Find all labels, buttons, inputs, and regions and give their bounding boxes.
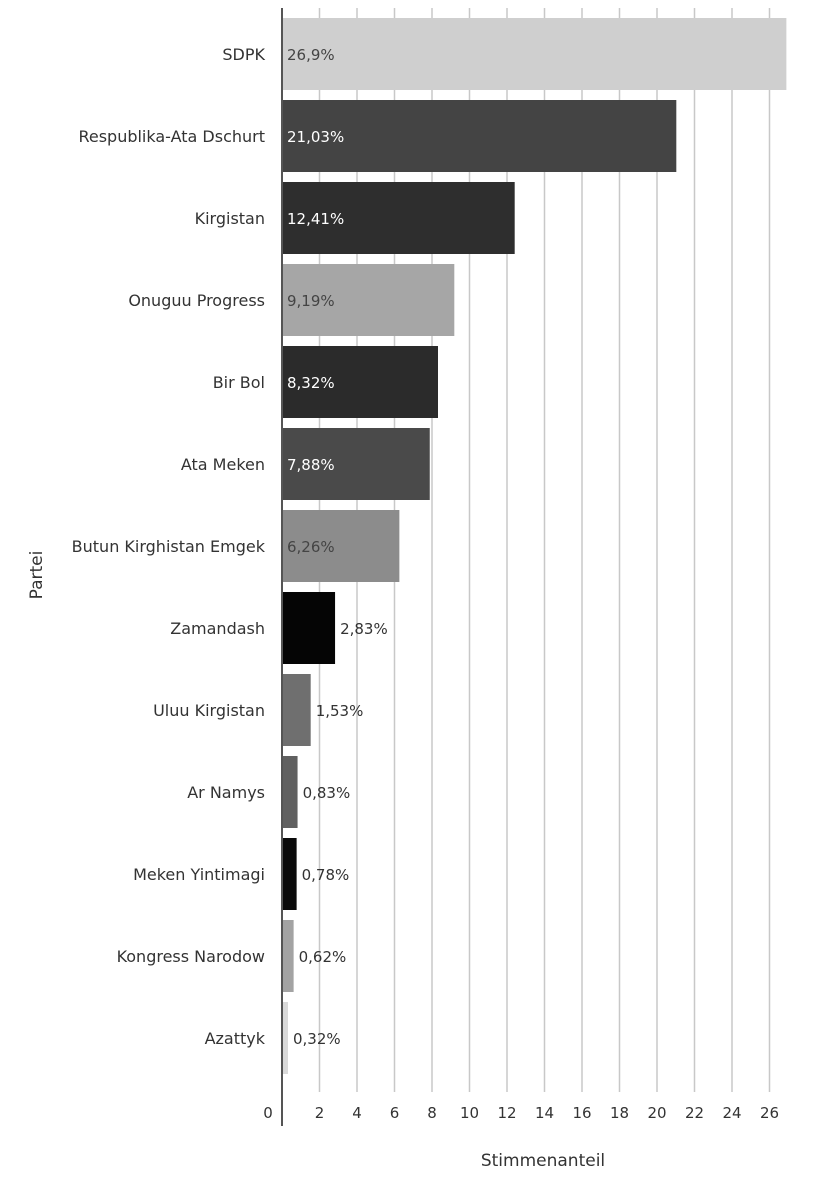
- tick-label-4: 4: [352, 1104, 362, 1122]
- data-label-10: 0,78%: [302, 866, 350, 884]
- tick-label-18: 18: [610, 1104, 629, 1122]
- data-label-8: 1,53%: [316, 702, 364, 720]
- category-label-0: SDPK: [222, 45, 265, 64]
- data-label-4: 8,32%: [287, 374, 335, 392]
- bar-1: [282, 100, 677, 172]
- tick-label-26: 26: [760, 1104, 779, 1122]
- x-tick-labels: 0 2 4 6 8 10 12 14 16 18 20 22 24 26: [263, 1104, 779, 1122]
- category-label-1: Respublika-Ata Dschurt: [78, 127, 265, 146]
- category-label-5: Ata Meken: [181, 455, 265, 474]
- data-label-6: 6,26%: [287, 538, 335, 556]
- category-label-10: Meken Yintimagi: [133, 865, 265, 884]
- tick-label-6: 6: [390, 1104, 400, 1122]
- y-axis-title: Partei: [27, 551, 47, 600]
- tick-label-24: 24: [722, 1104, 741, 1122]
- data-labels: 26,9% 21,03% 12,41% 9,19% 8,32% 7,88% 6,26% 2,8…: [287, 46, 388, 1048]
- bar-4: [282, 346, 438, 418]
- bar-2: [282, 182, 515, 254]
- category-label-12: Azattyk: [205, 1029, 266, 1048]
- bar-0: [282, 18, 787, 90]
- bar-8: [282, 674, 311, 746]
- category-label-4: Bir Bol: [213, 373, 265, 392]
- bar-10: [282, 838, 297, 910]
- bar-5: [282, 428, 430, 500]
- tick-label-0: 0: [263, 1104, 273, 1122]
- category-label-7: Zamandash: [170, 619, 265, 638]
- tick-label-10: 10: [460, 1104, 479, 1122]
- category-label-3: Onuguu Progress: [128, 291, 265, 310]
- tick-label-8: 8: [427, 1104, 437, 1122]
- bar-9: [282, 756, 298, 828]
- data-label-3: 9,19%: [287, 292, 335, 310]
- data-label-0: 26,9%: [287, 46, 335, 64]
- tick-label-22: 22: [685, 1104, 704, 1122]
- tick-label-12: 12: [497, 1104, 516, 1122]
- data-label-9: 0,83%: [303, 784, 351, 802]
- bars: [282, 18, 787, 1074]
- data-label-5: 7,88%: [287, 456, 335, 474]
- category-label-2: Kirgistan: [195, 209, 265, 228]
- data-label-11: 0,62%: [299, 948, 347, 966]
- tick-label-14: 14: [535, 1104, 554, 1122]
- category-label-9: Ar Namys: [187, 783, 265, 802]
- data-label-1: 21,03%: [287, 128, 344, 146]
- bar-12: [282, 1002, 288, 1074]
- tick-label-2: 2: [315, 1104, 325, 1122]
- category-labels: SDPK Respublika-Ata Dschurt Kirgistan Onugu…: [72, 45, 266, 1048]
- tick-label-20: 20: [647, 1104, 666, 1122]
- category-label-6: Butun Kirghistan Emgek: [72, 537, 266, 556]
- tick-label-16: 16: [572, 1104, 591, 1122]
- bar-3: [282, 264, 455, 336]
- data-label-2: 12,41%: [287, 210, 344, 228]
- bar-11: [282, 920, 294, 992]
- bar-6: [282, 510, 400, 582]
- category-label-8: Uluu Kirgistan: [153, 701, 265, 720]
- data-label-7: 2,83%: [340, 620, 388, 638]
- category-label-11: Kongress Narodow: [117, 947, 265, 966]
- data-label-12: 0,32%: [293, 1030, 341, 1048]
- x-axis-title: Stimmenanteil: [481, 1151, 605, 1171]
- bar-7: [282, 592, 336, 664]
